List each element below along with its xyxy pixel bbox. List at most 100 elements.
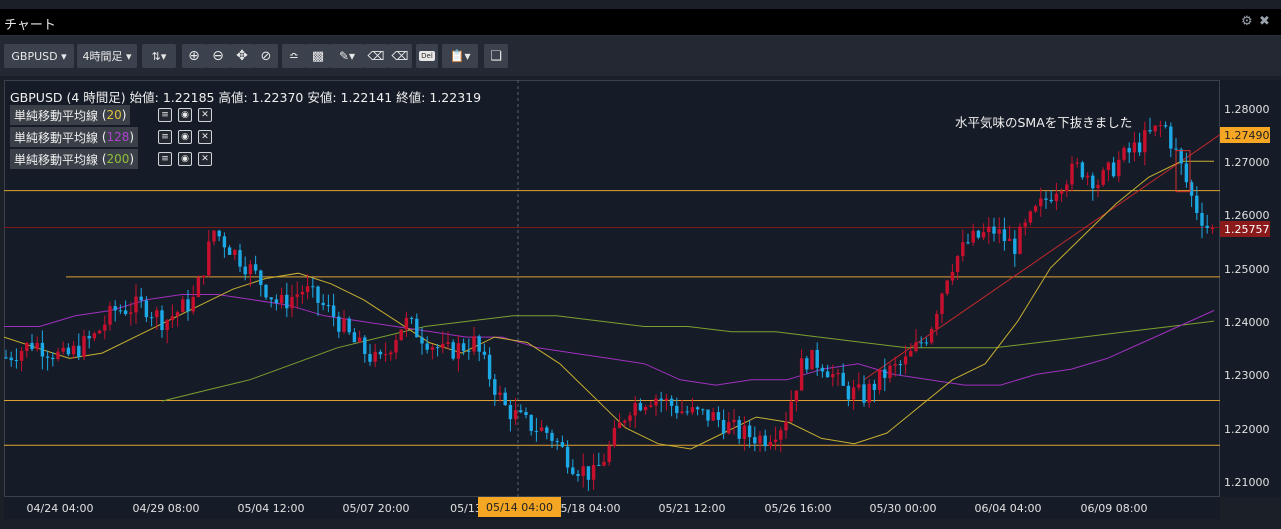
indicator-controls-3: ≡ ◉ ✕ — [158, 152, 212, 166]
candle-body — [550, 432, 554, 441]
candle-body — [794, 390, 799, 402]
candle-body — [966, 242, 970, 244]
time-axis[interactable] — [4, 497, 1220, 519]
candle-body — [482, 351, 487, 355]
timeframe-label: 4時間足 — [82, 50, 123, 63]
eraser-button[interactable]: ⌫ — [364, 44, 388, 68]
candle-body — [1205, 225, 1209, 228]
candle-body — [71, 345, 76, 355]
candle-body — [909, 351, 913, 357]
candle-body — [1189, 182, 1194, 196]
candle-body — [565, 446, 570, 468]
candle-body — [175, 312, 180, 317]
save-button[interactable]: ▩ — [306, 44, 330, 68]
candle-body — [513, 410, 518, 420]
candle-body — [316, 286, 320, 303]
close-icon[interactable]: ✕ — [198, 108, 212, 122]
candle-body — [40, 342, 45, 357]
indicator-controls-2: ≡ ◉ ✕ — [158, 130, 212, 144]
candle-body — [758, 435, 762, 444]
candle-body — [1174, 148, 1178, 150]
indicator-controls-1: ≡ ◉ ✕ — [158, 108, 212, 122]
chart-type-button[interactable]: ⇅▾ — [142, 44, 176, 68]
candle-body — [737, 419, 741, 439]
x-tick-label: 06/04 04:00 — [974, 502, 1042, 515]
candle-body — [1044, 198, 1048, 200]
candle-body — [602, 461, 606, 466]
candle-body — [264, 284, 268, 298]
candle-body — [727, 422, 731, 434]
candle-body — [1200, 213, 1204, 226]
candle-body — [929, 328, 934, 343]
close-icon[interactable]: ✕ — [198, 130, 212, 144]
trend-button[interactable]: ≏ — [282, 44, 306, 68]
settings-icon[interactable]: ≡ — [158, 108, 172, 122]
candle-body — [508, 405, 513, 420]
toolbar: GBPUSD ▾ 4時間足 ▾ ⇅▾ ⊕ ⊖ ✥ ⊘ ≏ ▩ ✎▾ ⌫ ⌫ De… — [0, 36, 1281, 76]
candle-body — [1169, 126, 1173, 149]
chart-annotation[interactable]: 水平気味のSMAを下抜きました — [955, 115, 1133, 130]
candle-body — [451, 342, 455, 359]
candle-body — [935, 313, 939, 329]
crosshair-button[interactable]: ⊘ — [254, 44, 278, 68]
eye-icon[interactable]: ◉ — [178, 130, 192, 144]
candle-body — [799, 358, 804, 391]
sma-200-line — [161, 315, 1215, 402]
candle-body — [186, 299, 190, 312]
symbol-dropdown[interactable]: GBPUSD ▾ — [4, 44, 74, 68]
sma-128-line — [4, 294, 1215, 386]
candle-body — [35, 342, 39, 350]
indicator-period: 128 — [106, 130, 130, 144]
eraser-all-button[interactable]: ⌫ — [388, 44, 412, 68]
candle-body — [321, 302, 325, 306]
timeframe-dropdown[interactable]: 4時間足 ▾ — [77, 44, 137, 68]
candle-body — [1122, 148, 1126, 160]
zoom-out-button[interactable]: ⊖ — [206, 44, 230, 68]
chart-area[interactable] — [4, 80, 1220, 497]
candle-body — [1117, 159, 1121, 177]
candle-body — [893, 364, 897, 366]
candle-body — [571, 467, 575, 475]
candle-body — [383, 354, 388, 356]
trend-line — [863, 134, 1220, 381]
candle-body — [1179, 149, 1183, 164]
candle-body — [368, 354, 372, 362]
candle-body — [248, 264, 253, 275]
indicator-label: 単純移動平均線 — [14, 152, 99, 167]
price-axis[interactable] — [1220, 80, 1281, 497]
candle-body — [4, 357, 8, 359]
chevron-down-icon: ▾ — [61, 49, 67, 63]
candle-body — [581, 466, 585, 476]
eye-icon[interactable]: ◉ — [178, 108, 192, 122]
eye-icon[interactable]: ◉ — [178, 152, 192, 166]
candle-body — [181, 299, 185, 313]
pen-button[interactable]: ✎▾ — [330, 44, 364, 68]
candle-body — [19, 350, 24, 361]
zoom-in-button[interactable]: ⊕ — [182, 44, 206, 68]
candle-body — [914, 342, 918, 352]
delete-button[interactable]: Del — [416, 44, 438, 68]
candle-body — [716, 412, 721, 420]
price-badge-current: 1.25757 — [1220, 221, 1270, 237]
candle-body — [441, 343, 445, 349]
candle-body — [976, 230, 981, 238]
candle-body — [534, 430, 539, 432]
close-icon[interactable]: ✖ — [1259, 14, 1270, 29]
candle-body — [493, 379, 497, 395]
candle-body — [940, 293, 944, 314]
candle-body — [259, 270, 263, 285]
close-icon[interactable]: ✕ — [198, 152, 212, 166]
candlestick-plot[interactable] — [4, 80, 1220, 497]
window-button[interactable]: ❏ — [484, 44, 508, 68]
candle-body — [680, 411, 684, 414]
settings-icon[interactable]: ≡ — [158, 130, 172, 144]
move-button[interactable]: ✥ — [230, 44, 254, 68]
y-tick-label: 1.23000 — [1224, 369, 1270, 382]
gear-icon[interactable]: ⚙ — [1241, 14, 1253, 29]
candle-body — [685, 411, 689, 413]
clipboard-button[interactable]: 📋▾ — [442, 44, 478, 68]
settings-icon[interactable]: ≡ — [158, 152, 172, 166]
candle-body — [25, 342, 29, 351]
candle-body — [1195, 195, 1199, 214]
chevron-down-icon: ▾ — [125, 49, 132, 63]
